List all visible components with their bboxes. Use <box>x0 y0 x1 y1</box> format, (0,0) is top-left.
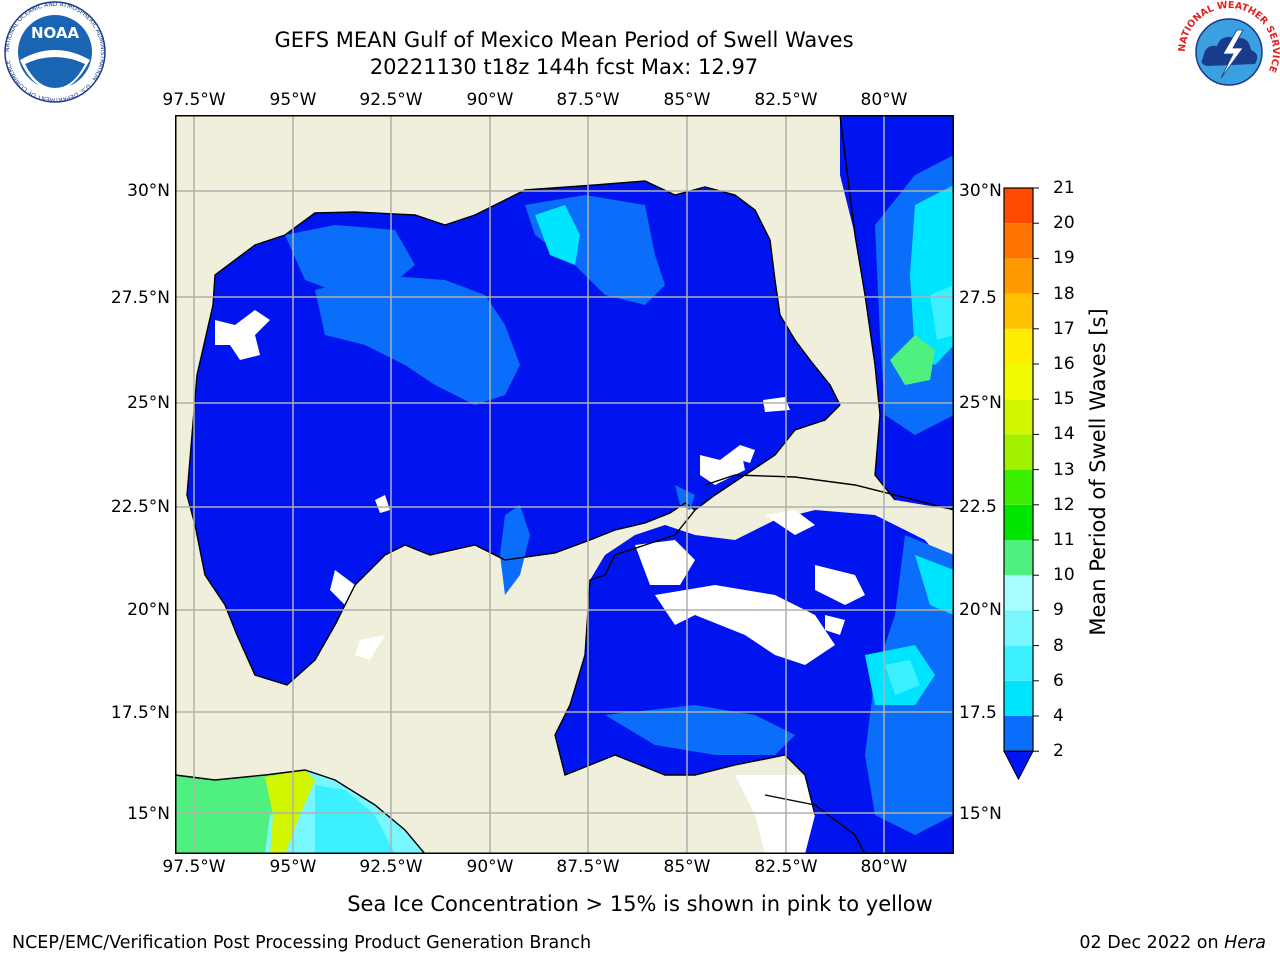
colorbar-swatch <box>1004 328 1033 364</box>
colorbar-label: Mean Period of Swell Waves [s] <box>1086 308 1110 636</box>
gulf-of-mexico-map <box>175 115 954 854</box>
lon-label: 87.5°W <box>556 857 620 877</box>
swell-9-10s-patch <box>890 335 935 385</box>
lon-label: 82.5°W <box>754 857 818 877</box>
lat-label: 20°N <box>959 600 1002 620</box>
colorbar-tick-label: 21 <box>1053 178 1075 198</box>
branch-credit: NCEP/EMC/Verification Post Processing Pr… <box>12 933 592 953</box>
lon-label: 92.5°W <box>359 857 423 877</box>
colorbar-tick-label: 14 <box>1053 424 1075 445</box>
noaa-logo-icon: NATIONAL OCEANIC AND ATMOSPHERIC ADMINIS… <box>4 1 106 103</box>
colorbar-tick-label: 4 <box>1053 706 1064 726</box>
colorbar-tick-label: 20 <box>1053 213 1075 234</box>
colorbar-swatch <box>1004 223 1033 259</box>
lat-label: 25°N <box>127 393 170 413</box>
lon-label: 80°W <box>860 857 908 877</box>
lon-label: 82.5°W <box>754 90 818 110</box>
lat-label: 17.5 <box>959 703 997 723</box>
lon-label: 95°W <box>269 857 317 877</box>
nws-logo-icon: NATIONAL WEATHER SERVICE <box>1177 0 1280 102</box>
colorbar-swatch <box>1004 469 1033 505</box>
lat-label: 22.5°N <box>110 497 170 517</box>
map-border <box>175 115 954 854</box>
lat-label: 22.5 <box>959 497 997 517</box>
colorbar-tick-label: 15 <box>1053 389 1075 410</box>
colorbar-tick-label: 17 <box>1053 318 1075 339</box>
lat-label: 15°N <box>959 804 1002 824</box>
pacific-cyan-band <box>315 785 395 854</box>
colorbar-swatch <box>1004 540 1033 576</box>
lon-label: 90°W <box>466 857 514 877</box>
lat-label: 25°N <box>959 393 1002 413</box>
colorbar-extend-arrow <box>1003 750 1034 781</box>
colorbar-swatch <box>1004 504 1033 540</box>
lon-label: 92.5°W <box>359 90 423 110</box>
pacific-yellow-band <box>265 770 315 854</box>
colorbar-tick-label: 19 <box>1053 248 1075 269</box>
machine-name: Hera <box>1224 933 1266 953</box>
colorbar-tick-label: 11 <box>1053 530 1075 550</box>
colorbar-tick-label: 6 <box>1053 670 1064 691</box>
colorbar-swatch <box>1004 680 1033 716</box>
graticule <box>175 115 954 854</box>
colorbar <box>1000 185 1050 789</box>
lon-label: 85°W <box>663 857 711 877</box>
colorbar-swatch <box>1004 434 1033 470</box>
lat-label: 17.5°N <box>110 703 170 723</box>
sea-ice-note-text: Sea Ice Concentration > 15% is shown in … <box>347 892 933 916</box>
sea-ice-note: Sea Ice Concentration > 15% is shown in … <box>0 891 1280 917</box>
colorbar-tick-label: 8 <box>1053 635 1064 656</box>
colorbar-tick-label: 9 <box>1053 600 1064 621</box>
colorbar-swatch <box>1004 399 1033 435</box>
colorbar-swatch <box>1004 293 1033 329</box>
lat-label: 30°N <box>959 181 1002 201</box>
lat-label: 30°N <box>127 181 170 201</box>
lon-label: 97.5°W <box>162 90 226 110</box>
generation-date: 02 Dec 2022 on Hera <box>1079 932 1266 954</box>
lat-label: 27.5 <box>959 288 997 308</box>
colorbar-swatch <box>1004 645 1033 681</box>
colorbar-swatch <box>1004 258 1033 294</box>
lon-label: 90°W <box>466 90 514 110</box>
lon-label: 87.5°W <box>556 90 620 110</box>
colorbar-swatch <box>1004 188 1033 224</box>
lon-label: 95°W <box>269 90 317 110</box>
masked-patches <box>215 310 865 854</box>
plot-subtitle: 20221130 t18z 144h fcst Max: 12.97 <box>369 55 759 79</box>
colorbar-tick-label: 13 <box>1053 459 1075 480</box>
colorbar-tick-label: 16 <box>1053 354 1075 374</box>
date-text: 02 Dec 2022 on <box>1079 933 1225 953</box>
lat-label: 20°N <box>127 600 170 620</box>
lon-label: 97.5°W <box>162 857 226 877</box>
colorbar-swatches <box>1003 187 1039 781</box>
colorbar-tick-label: 10 <box>1053 565 1075 586</box>
colorbar-swatch <box>1004 575 1033 611</box>
svg-text:NOAA: NOAA <box>31 24 80 42</box>
colorbar-tick-label: 12 <box>1053 494 1075 515</box>
lat-label: 27.5°N <box>110 288 170 308</box>
coastlines <box>175 115 954 854</box>
swell-6-8s-patches <box>885 285 954 695</box>
lat-label: 15°N <box>127 804 170 824</box>
colorbar-tick-label: 18 <box>1053 283 1075 304</box>
lon-label: 80°W <box>860 90 908 110</box>
colorbar-tick-label: 2 <box>1053 741 1064 762</box>
plot-title: GEFS MEAN Gulf of Mexico Mean Period of … <box>274 28 854 52</box>
lon-label: 85°W <box>663 90 711 110</box>
colorbar-swatch <box>1004 716 1033 752</box>
colorbar-swatch <box>1004 364 1033 400</box>
colorbar-swatch <box>1004 610 1033 646</box>
